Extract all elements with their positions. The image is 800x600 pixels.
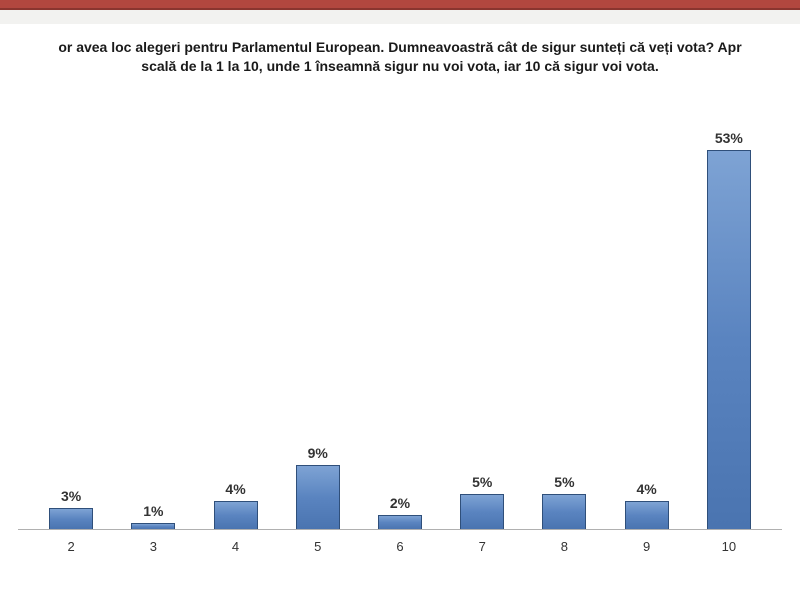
x-label: 2 [30,539,112,554]
chart-title-line1: or avea loc alegeri pentru Parlamentul E… [58,39,741,55]
bar-value-label: 2% [390,495,410,511]
bar-value-label: 4% [637,481,657,497]
bar-value-label: 5% [472,474,492,490]
bar [460,494,504,530]
bar-value-label: 5% [554,474,574,490]
x-label: 8 [523,539,605,554]
x-axis-line [18,529,782,530]
bar-slot: 4% [606,130,688,530]
x-label: 4 [194,539,276,554]
bar-slot: 4% [194,130,276,530]
bar-slot: 1% [112,130,194,530]
x-label: 9 [606,539,688,554]
bar [625,501,669,530]
chart-container: or avea loc alegeri pentru Parlamentul E… [0,24,800,600]
bar-value-label: 3% [61,488,81,504]
header-gap [0,10,800,24]
bar [378,515,422,530]
bar-value-label: 4% [225,481,245,497]
bar-slot: 2% [359,130,441,530]
x-label: 3 [112,539,194,554]
bar-value-label: 1% [143,503,163,519]
x-axis-labels: 2 3 4 5 6 7 8 9 10 [30,539,770,554]
bar-value-label: 53% [715,130,743,146]
x-label: 10 [688,539,770,554]
chart-title: or avea loc alegeri pentru Parlamentul E… [0,38,800,76]
bar-slot: 9% [277,130,359,530]
bar-value-label: 9% [308,445,328,461]
bar-slot: 3% [30,130,112,530]
x-label: 5 [277,539,359,554]
bar [214,501,258,530]
header-strip [0,0,800,10]
chart-title-line2: scală de la 1 la 10, unde 1 înseamnă sig… [141,58,658,74]
bar-slot: 5% [523,130,605,530]
x-label: 7 [441,539,523,554]
bar [296,465,340,530]
bars-row: 3% 1% 4% 9% 2% 5% [30,130,770,530]
x-label: 6 [359,539,441,554]
bar [49,508,93,530]
chart-plot-area: 3% 1% 4% 9% 2% 5% [0,130,800,530]
bar-slot: 5% [441,130,523,530]
bar [542,494,586,530]
bar-slot: 53% [688,130,770,530]
bar [707,150,751,530]
